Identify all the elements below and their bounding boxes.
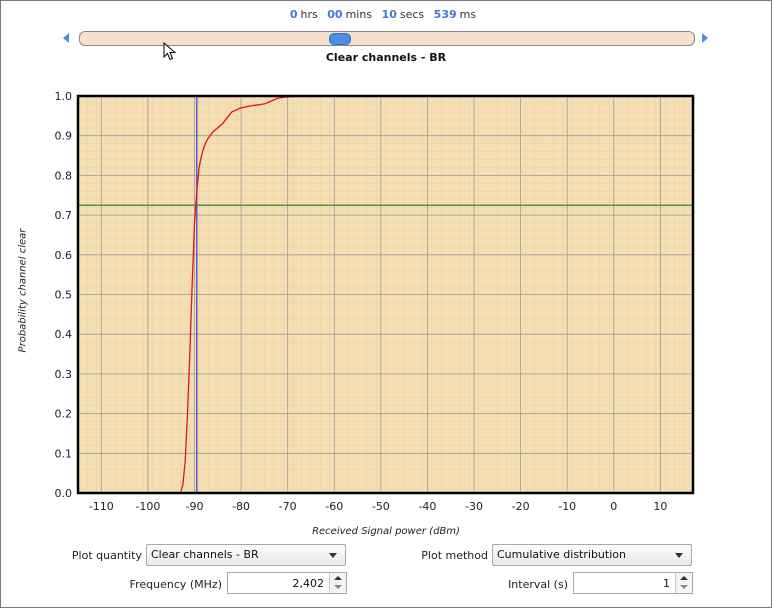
cdf-chart: -110 -100 -90 -80 -70 -60 -50 -40 -30 -20 -10 0 100.… <box>55 90 695 513</box>
spin-up-icon[interactable] <box>334 576 342 580</box>
seconds-value: 10 <box>381 8 397 21</box>
x-tick-label: -70 <box>279 500 297 513</box>
plot-border <box>76 94 695 495</box>
arrow-right-icon[interactable] <box>702 33 708 43</box>
y-tick-label: 0.4 <box>55 328 73 341</box>
x-tick-label: -90 <box>185 500 203 513</box>
x-tick-label: 0 <box>610 500 617 513</box>
y-tick-label: 0.1 <box>55 447 73 460</box>
spin-down-icon[interactable] <box>680 585 688 589</box>
y-tick-label: 0.3 <box>55 368 73 381</box>
y-tick-label: 0.9 <box>55 130 73 143</box>
plot-quantity-value: Clear channels - BR <box>151 548 259 561</box>
y-tick-label: 0.7 <box>55 209 73 222</box>
x-tick-label: -10 <box>558 500 576 513</box>
frequency-value: 2,402 <box>292 577 325 590</box>
chevron-down-icon <box>329 553 337 558</box>
frequency-label: Frequency (MHz) <box>129 578 222 591</box>
elapsed-time-readout: 0 hrs 00 mins 10 secs 539 ms <box>0 8 772 21</box>
arrow-left-icon[interactable] <box>63 33 69 43</box>
chevron-down-icon <box>675 553 683 558</box>
milliseconds-unit: ms <box>459 8 477 21</box>
y-tick-label: 1.0 <box>55 90 73 103</box>
x-axis-label: Received Signal power (dBm) <box>312 526 460 537</box>
y-axis-label: Probability channel clear <box>17 228 29 353</box>
frequency-spinbox[interactable]: 2,402 <box>227 572 347 594</box>
minutes-unit: mins <box>345 8 373 21</box>
plot-method-value: Cumulative distribution <box>497 548 626 561</box>
x-tick-label: -100 <box>135 500 160 513</box>
playback-slider[interactable] <box>79 31 695 46</box>
plot-quantity-dropdown[interactable]: Clear channels - BR <box>146 544 346 566</box>
hours-value: 0 <box>289 8 298 21</box>
plot-quantity-label: Plot quantity <box>71 549 142 562</box>
interval-value: 1 <box>663 577 670 590</box>
milliseconds-value: 539 <box>433 8 457 21</box>
plot-method-label: Plot method <box>421 549 488 562</box>
y-tick-label: 0.8 <box>55 169 73 182</box>
x-tick-label: -110 <box>89 500 114 513</box>
x-tick-label: -50 <box>372 500 390 513</box>
spin-down-icon[interactable] <box>334 585 342 589</box>
hours-unit: hrs <box>300 8 318 21</box>
minutes-value: 00 <box>327 8 343 21</box>
chart-title: Clear channels - BR <box>325 51 447 64</box>
x-tick-label: -30 <box>465 500 483 513</box>
y-tick-label: 0.6 <box>55 249 73 262</box>
mouse-pointer-icon <box>163 42 177 61</box>
plot-method-dropdown[interactable]: Cumulative distribution <box>492 544 692 566</box>
x-tick-label: 10 <box>653 500 667 513</box>
y-tick-label: 0.5 <box>55 289 73 302</box>
y-tick-label: 0.0 <box>55 487 73 500</box>
interval-spinbox[interactable]: 1 <box>573 572 693 594</box>
cdf-series-line <box>179 95 335 494</box>
x-tick-label: -60 <box>325 500 343 513</box>
interval-label: Interval (s) <box>508 578 568 591</box>
playback-slider-thumb[interactable] <box>329 33 351 45</box>
x-tick-label: -20 <box>512 500 530 513</box>
seconds-unit: secs <box>399 8 425 21</box>
x-tick-label: -80 <box>232 500 250 513</box>
spin-up-icon[interactable] <box>680 576 688 580</box>
x-tick-label: -40 <box>418 500 436 513</box>
y-tick-label: 0.2 <box>55 408 73 421</box>
